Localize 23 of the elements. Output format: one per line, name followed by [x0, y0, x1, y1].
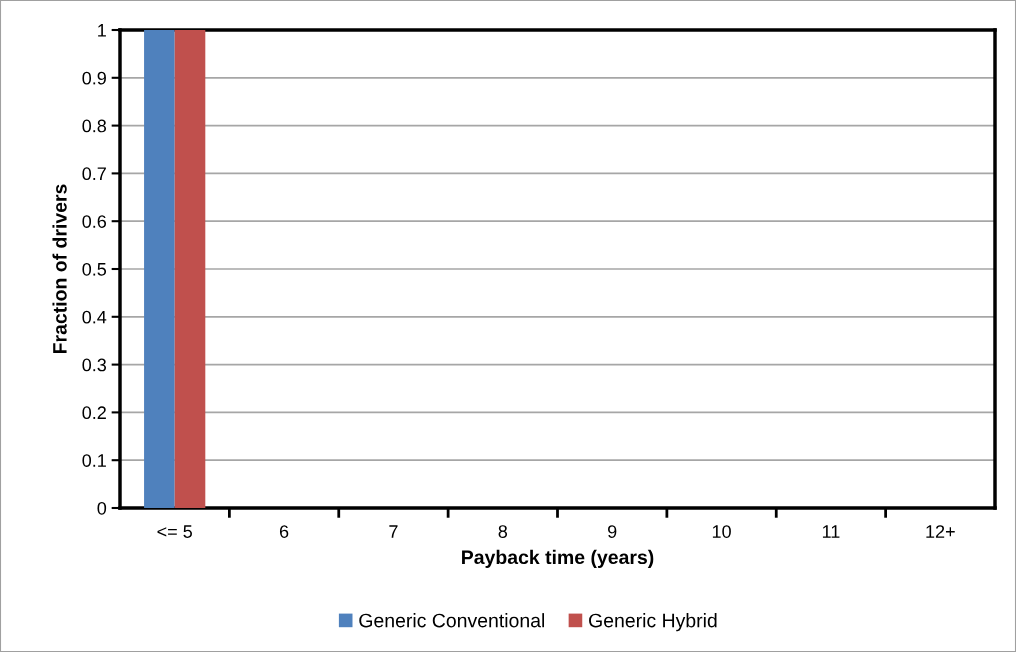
y-tick-label: 1 [98, 24, 106, 37]
y-tick-label: 0.6 [82, 215, 107, 228]
x-tick-label: 10 [712, 525, 731, 538]
x-tick-label: <= 5 [157, 525, 192, 538]
x-tick-label: 6 [279, 525, 289, 538]
y-axis-title: Fraction of drivers [52, 184, 67, 354]
y-tick-label: 0.8 [82, 119, 107, 133]
legend-label: Generic Hybrid [589, 613, 717, 632]
y-tick-label: 0 [97, 501, 107, 515]
y-tick-label: 0.1 [82, 454, 106, 467]
y-tick-label: 0.5 [82, 262, 107, 276]
x-axis-title: Payback time (years) [462, 549, 654, 568]
x-tick-label: 7 [389, 525, 398, 538]
y-tick-label: 0.4 [82, 310, 107, 324]
x-tick-label: 9 [608, 525, 617, 538]
x-tick-label: 8 [498, 525, 508, 538]
x-tick-label: 12+ [926, 525, 955, 538]
y-tick-label: 0.2 [82, 406, 106, 420]
y-tick-label: 0.7 [82, 167, 106, 181]
y-tick-label: 0.9 [82, 71, 106, 85]
x-tick-label: 11 [822, 525, 840, 538]
y-tick-label: 0.3 [82, 358, 107, 372]
legend-label: Generic Conventional [359, 613, 545, 628]
